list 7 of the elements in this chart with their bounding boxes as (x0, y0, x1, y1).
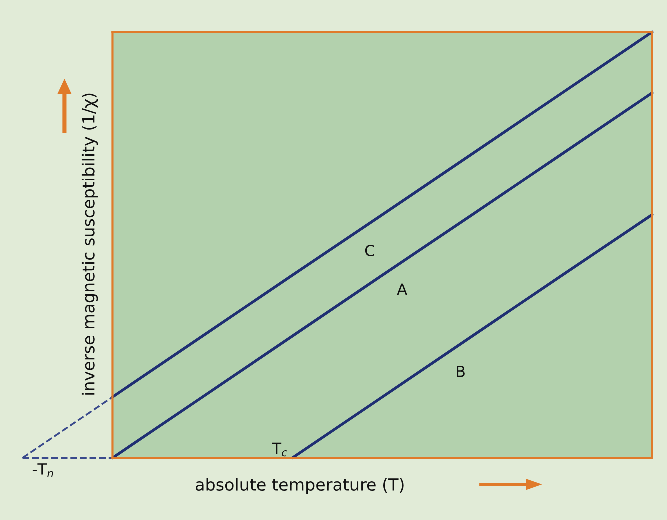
text: -T$_{n}$ (32, 464, 54, 478)
series-label: C (365, 244, 374, 257)
y-axis-title: inverse magnetic susceptibility (1/χ) (82, 94, 98, 395)
annotation: T$_{c}$ (272, 442, 288, 457)
series-label: A (397, 284, 408, 296)
x-axis-title: absolute temperature (T) (196, 478, 404, 494)
series-label: B (457, 366, 465, 378)
